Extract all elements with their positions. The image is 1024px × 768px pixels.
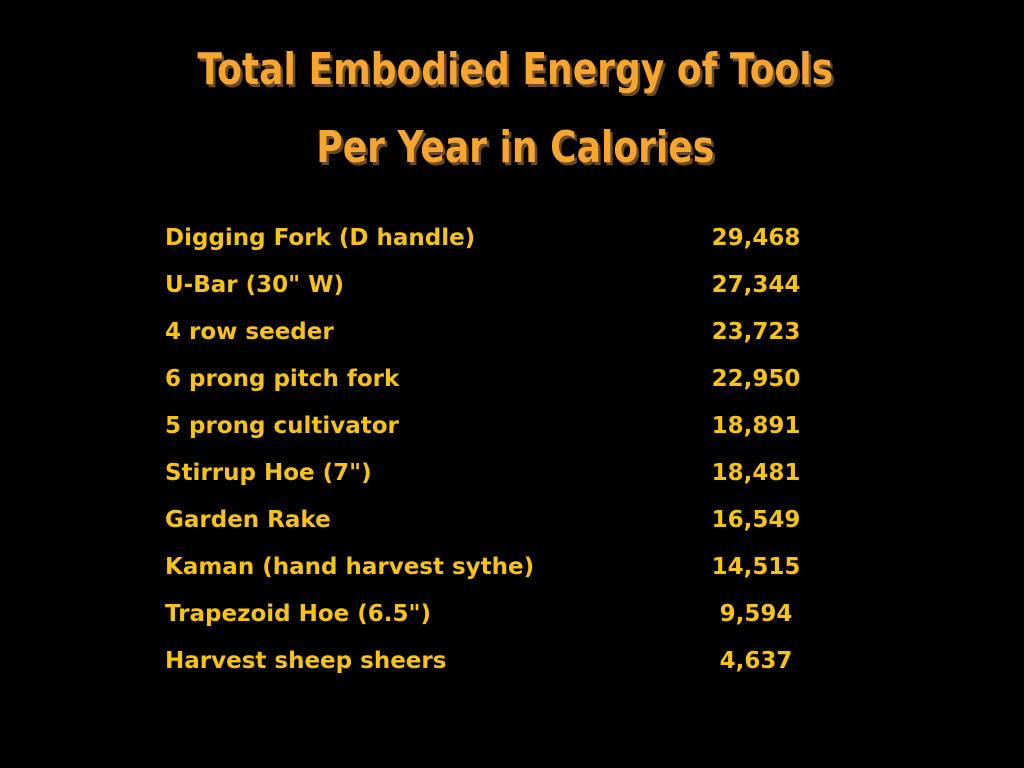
table-row: 5 prong cultivator 18,891 bbox=[0, 413, 1024, 453]
calories: 4,637 bbox=[719, 648, 793, 674]
table-row: Garden Rake 16,549 bbox=[0, 507, 1024, 547]
tool-name: Kaman (hand harvest sythe) bbox=[165, 554, 535, 580]
table-row: 4 row seeder 23,723 bbox=[0, 319, 1024, 359]
calories: 27,344 bbox=[711, 272, 801, 298]
tool-name: U-Bar (30" W) bbox=[165, 272, 345, 298]
calories: 23,723 bbox=[711, 319, 801, 345]
tool-name: Stirrup Hoe (7") bbox=[165, 460, 372, 486]
calories: 29,468 bbox=[711, 225, 801, 251]
tool-name: 6 prong pitch fork bbox=[165, 366, 400, 392]
table-row: U-Bar (30" W) 27,344 bbox=[0, 272, 1024, 312]
table-row: Stirrup Hoe (7") 18,481 bbox=[0, 460, 1024, 500]
calories: 9,594 bbox=[719, 601, 793, 627]
tool-name: Digging Fork (D handle) bbox=[165, 225, 476, 251]
tool-name: 4 row seeder bbox=[165, 319, 334, 345]
calories: 14,515 bbox=[711, 554, 801, 580]
calories: 22,950 bbox=[711, 366, 801, 392]
tool-name: Garden Rake bbox=[165, 507, 331, 533]
calories: 16,549 bbox=[711, 507, 801, 533]
calories: 18,481 bbox=[711, 460, 801, 486]
tool-name: Harvest sheep sheers bbox=[165, 648, 447, 674]
table-row: Kaman (hand harvest sythe) 14,515 bbox=[0, 554, 1024, 594]
tool-name: Trapezoid Hoe (6.5") bbox=[165, 601, 432, 627]
calories: 18,891 bbox=[711, 413, 801, 439]
title-line: Total Embodied Energy of Tools bbox=[197, 44, 834, 95]
tool-name: 5 prong cultivator bbox=[165, 413, 399, 439]
table-row: Trapezoid Hoe (6.5") 9,594 bbox=[0, 601, 1024, 641]
title-line: Per Year in Calories bbox=[316, 122, 715, 173]
table-row: Digging Fork (D handle) 29,468 bbox=[0, 225, 1024, 265]
table-row: Harvest sheep sheers 4,637 bbox=[0, 648, 1024, 688]
table-row: 6 prong pitch fork 22,950 bbox=[0, 366, 1024, 406]
